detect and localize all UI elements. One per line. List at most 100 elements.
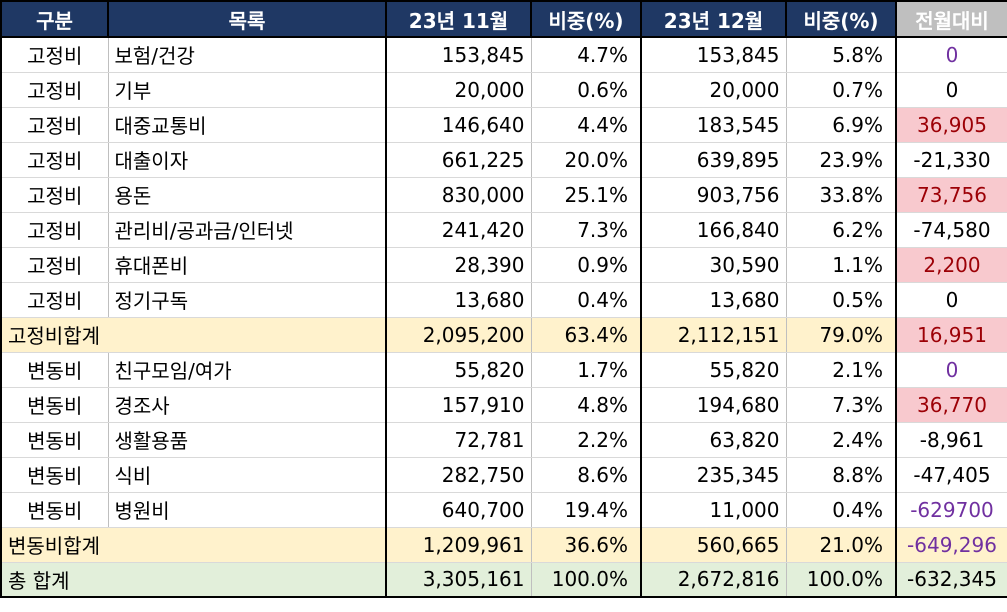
nov-amount-cell[interactable]: 661,225: [385, 142, 531, 178]
nov-amount-cell[interactable]: 146,640: [385, 107, 531, 143]
diff-cell[interactable]: 36,905: [895, 107, 1007, 143]
dec-amount-cell[interactable]: 183,545: [640, 107, 786, 143]
diff-cell[interactable]: 73,756: [895, 177, 1007, 213]
grand-total-row-diff[interactable]: -632,345: [895, 562, 1007, 598]
nov-amount-cell[interactable]: 830,000: [385, 177, 531, 213]
dec-amount-cell[interactable]: 20,000: [640, 72, 786, 108]
variable-subtotal-row-nov[interactable]: 1,209,961: [385, 527, 531, 563]
diff-cell[interactable]: -8,961: [895, 422, 1007, 458]
category-cell[interactable]: 변동비: [0, 422, 108, 458]
diff-cell[interactable]: 36,770: [895, 387, 1007, 423]
nov-pct-cell[interactable]: 0.9%: [530, 247, 641, 283]
nov-amount-cell[interactable]: 28,390: [385, 247, 531, 283]
variable-subtotal-row-label[interactable]: 변동비합계: [0, 527, 386, 563]
dec-pct-cell[interactable]: 0.5%: [785, 282, 896, 318]
nov-pct-cell[interactable]: 4.4%: [530, 107, 641, 143]
diff-cell[interactable]: 0: [895, 72, 1007, 108]
dec-pct-cell[interactable]: 2.4%: [785, 422, 896, 458]
dec-pct-cell[interactable]: 8.8%: [785, 457, 896, 493]
category-cell[interactable]: 고정비: [0, 107, 108, 143]
diff-cell[interactable]: -629700: [895, 492, 1007, 528]
item-cell[interactable]: 보험/건강: [107, 37, 386, 73]
category-cell[interactable]: 고정비: [0, 142, 108, 178]
dec-amount-cell[interactable]: 153,845: [640, 37, 786, 73]
fixed-subtotal-row-nov-pct[interactable]: 63.4%: [530, 317, 641, 353]
category-cell[interactable]: 고정비: [0, 37, 108, 73]
category-cell[interactable]: 변동비: [0, 492, 108, 528]
dec-amount-cell[interactable]: 13,680: [640, 282, 786, 318]
dec-pct-cell[interactable]: 0.7%: [785, 72, 896, 108]
nov-amount-cell[interactable]: 153,845: [385, 37, 531, 73]
dec-amount-cell[interactable]: 903,756: [640, 177, 786, 213]
variable-subtotal-row-dec[interactable]: 560,665: [640, 527, 786, 563]
grand-total-row-dec[interactable]: 2,672,816: [640, 562, 786, 598]
fixed-subtotal-row-dec[interactable]: 2,112,151: [640, 317, 786, 353]
category-cell[interactable]: 고정비: [0, 177, 108, 213]
grand-total-row-label[interactable]: 총 합계: [0, 562, 386, 598]
nov-amount-cell[interactable]: 640,700: [385, 492, 531, 528]
variable-subtotal-row-dec-pct[interactable]: 21.0%: [785, 527, 896, 563]
dec-pct-cell[interactable]: 2.1%: [785, 352, 896, 388]
header-diff[interactable]: 전월대비: [895, 0, 1007, 38]
nov-amount-cell[interactable]: 55,820: [385, 352, 531, 388]
dec-amount-cell[interactable]: 194,680: [640, 387, 786, 423]
nov-amount-cell[interactable]: 72,781: [385, 422, 531, 458]
nov-amount-cell[interactable]: 282,750: [385, 457, 531, 493]
nov-pct-cell[interactable]: 20.0%: [530, 142, 641, 178]
dec-pct-cell[interactable]: 23.9%: [785, 142, 896, 178]
item-cell[interactable]: 휴대폰비: [107, 247, 386, 283]
item-cell[interactable]: 대중교통비: [107, 107, 386, 143]
nov-pct-cell[interactable]: 2.2%: [530, 422, 641, 458]
item-cell[interactable]: 관리비/공과금/인터넷: [107, 212, 386, 248]
grand-total-row-nov-pct[interactable]: 100.0%: [530, 562, 641, 598]
nov-amount-cell[interactable]: 241,420: [385, 212, 531, 248]
dec-amount-cell[interactable]: 166,840: [640, 212, 786, 248]
item-cell[interactable]: 정기구독: [107, 282, 386, 318]
diff-cell[interactable]: 0: [895, 282, 1007, 318]
diff-cell[interactable]: -74,580: [895, 212, 1007, 248]
dec-amount-cell[interactable]: 639,895: [640, 142, 786, 178]
dec-amount-cell[interactable]: 55,820: [640, 352, 786, 388]
nov-pct-cell[interactable]: 7.3%: [530, 212, 641, 248]
fixed-subtotal-row-label[interactable]: 고정비합계: [0, 317, 386, 353]
item-cell[interactable]: 식비: [107, 457, 386, 493]
header-category[interactable]: 구분: [0, 0, 109, 38]
category-cell[interactable]: 변동비: [0, 457, 108, 493]
category-cell[interactable]: 고정비: [0, 212, 108, 248]
header-dec-pct[interactable]: 비중(%): [785, 0, 897, 38]
dec-pct-cell[interactable]: 6.2%: [785, 212, 896, 248]
item-cell[interactable]: 병원비: [107, 492, 386, 528]
dec-amount-cell[interactable]: 11,000: [640, 492, 786, 528]
nov-amount-cell[interactable]: 20,000: [385, 72, 531, 108]
item-cell[interactable]: 대출이자: [107, 142, 386, 178]
grand-total-row-dec-pct[interactable]: 100.0%: [785, 562, 896, 598]
diff-cell[interactable]: 2,200: [895, 247, 1007, 283]
dec-amount-cell[interactable]: 63,820: [640, 422, 786, 458]
nov-pct-cell[interactable]: 19.4%: [530, 492, 641, 528]
variable-subtotal-row-nov-pct[interactable]: 36.6%: [530, 527, 641, 563]
item-cell[interactable]: 용돈: [107, 177, 386, 213]
nov-pct-cell[interactable]: 4.8%: [530, 387, 641, 423]
nov-pct-cell[interactable]: 4.7%: [530, 37, 641, 73]
diff-cell[interactable]: -21,330: [895, 142, 1007, 178]
fixed-subtotal-row-diff[interactable]: 16,951: [895, 317, 1007, 353]
nov-amount-cell[interactable]: 13,680: [385, 282, 531, 318]
grand-total-row-nov[interactable]: 3,305,161: [385, 562, 531, 598]
nov-pct-cell[interactable]: 25.1%: [530, 177, 641, 213]
header-item[interactable]: 목록: [107, 0, 387, 38]
nov-pct-cell[interactable]: 1.7%: [530, 352, 641, 388]
nov-amount-cell[interactable]: 157,910: [385, 387, 531, 423]
dec-pct-cell[interactable]: 7.3%: [785, 387, 896, 423]
dec-pct-cell[interactable]: 33.8%: [785, 177, 896, 213]
variable-subtotal-row-diff[interactable]: -649,296: [895, 527, 1007, 563]
dec-amount-cell[interactable]: 235,345: [640, 457, 786, 493]
dec-pct-cell[interactable]: 0.4%: [785, 492, 896, 528]
dec-amount-cell[interactable]: 30,590: [640, 247, 786, 283]
fixed-subtotal-row-nov[interactable]: 2,095,200: [385, 317, 531, 353]
item-cell[interactable]: 생활용품: [107, 422, 386, 458]
dec-pct-cell[interactable]: 5.8%: [785, 37, 896, 73]
diff-cell[interactable]: 0: [895, 352, 1007, 388]
category-cell[interactable]: 고정비: [0, 247, 108, 283]
dec-pct-cell[interactable]: 6.9%: [785, 107, 896, 143]
nov-pct-cell[interactable]: 8.6%: [530, 457, 641, 493]
